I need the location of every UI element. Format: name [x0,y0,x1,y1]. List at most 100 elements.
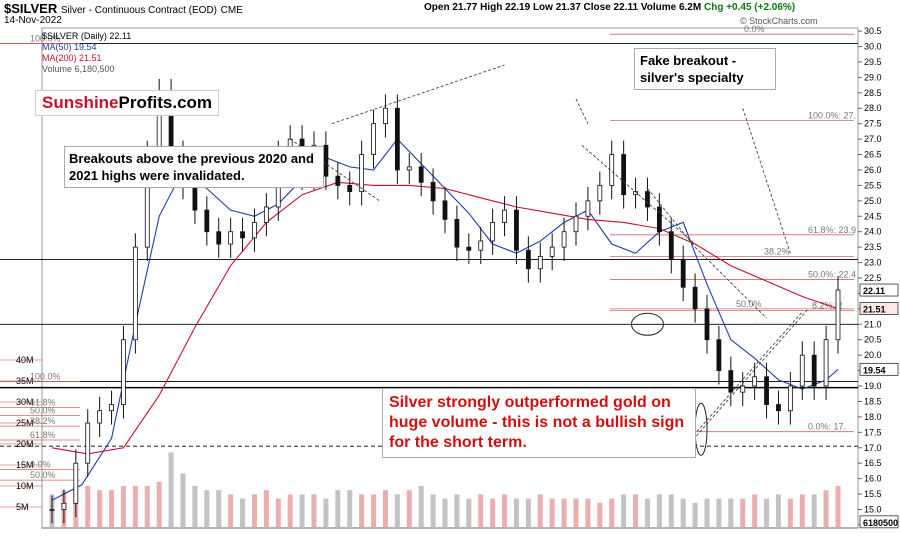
y-tick-label: 21.0 [864,319,882,329]
price-candle [740,385,746,393]
legend-ma50-text: MA(50) 19.54 [42,42,97,52]
trend-line [289,138,380,202]
trend-line [742,108,791,254]
trend-line [575,98,589,124]
fib-label: 100.0% [30,371,61,381]
y-tick-label: 25.5 [864,180,882,190]
price-candle [371,123,376,155]
price-candle [49,509,55,511]
fib-label: 61.8% [30,430,56,440]
y-tick-label: 28.0 [864,103,882,113]
value-badge-text: 19.54 [863,365,886,375]
value-badge: 21.51 [859,302,899,315]
price-candle [85,422,91,464]
close-value: Close 22.11 [583,2,639,13]
legend-volume: Volume 6,180,500 [42,64,115,74]
price-candle [537,255,543,270]
price-candle [668,231,674,260]
volume-tick-label: 30M [16,397,34,407]
price-candle [764,376,769,405]
price-candle [61,502,67,510]
legend-ma50: MA(50) 19.54 [42,42,97,52]
volume-tick-label: 40M [16,355,34,365]
price-candle [573,215,579,233]
fib-label: 0.0% [30,459,51,469]
volume-bar [275,498,281,528]
volume-bar [478,494,484,528]
volume-bar [359,494,365,528]
price-candle [359,154,365,192]
symbol-text: $SILVER [4,1,58,16]
y-tick-label: 20.0 [864,350,882,360]
price-candle [73,462,79,504]
volume-bar [287,494,293,528]
volume-bar [144,486,150,528]
price-candle [204,209,210,233]
y-tick-label: 17.5 [864,427,882,437]
fib-label: 61.8%: 23.9 [808,225,856,235]
y-tick-label: 26.5 [864,150,882,160]
y-tick-label: 30.0 [864,42,882,52]
fib-label: 50.0%: 22.4 [808,270,856,280]
price-candle [680,259,686,288]
price-candle [645,191,650,208]
volume-bar [347,490,353,528]
volume-bar [740,498,746,528]
volume-bar [132,486,138,528]
value-badge-box [859,283,899,297]
volume-bar [585,498,591,528]
volume-bar [525,498,531,528]
volume-bar [156,481,162,528]
volume-bar [823,490,829,528]
price-candle [514,209,519,251]
price-candle [228,231,234,245]
value-badge-box [859,362,899,376]
volume-bar [609,498,615,528]
low-value: Low 21.37 [532,2,581,13]
price-candle [216,231,222,245]
volume-bar [728,498,734,528]
fib-label: 61.8% [30,398,56,408]
volume-bar [406,490,412,528]
fib-label: 100.0% [30,33,61,43]
volume-bar [716,498,722,528]
price-candle [454,218,460,248]
y-tick-label: 17.0 [864,443,882,453]
value-badge-text: 22.11 [863,286,885,296]
high-value: High 22.19 [480,2,531,13]
price-candle [585,200,591,217]
volume-bar [633,494,639,528]
value-badge: 6180500 [859,515,899,529]
y-tick-label: 23.0 [864,258,882,268]
volume-bar [97,490,103,528]
price-candle [704,308,710,341]
price-candle [478,240,484,251]
value-badge-box [859,302,899,315]
price-candle [728,370,734,393]
volume-bar [752,494,758,528]
volume-bar [668,494,674,528]
volume-bar [85,486,91,528]
price-candle [752,376,758,387]
price-candle [132,246,138,341]
fib-label: 0.0% [744,24,765,34]
volume-tick-label: 5M [16,502,29,512]
volume-tick-label: 15M [16,460,34,470]
price-candle [525,249,531,270]
y-tick-label: 25.0 [864,196,882,206]
price-candle [776,404,781,412]
price-candle [823,339,829,387]
trend-line [682,308,809,452]
y-tick-label: 29.5 [864,57,882,67]
price-candle [561,231,567,248]
y-tick-label: 16.5 [864,458,882,468]
volume-bar [799,494,805,528]
y-tick-label: 16.0 [864,474,882,484]
price-candle [252,222,257,239]
y-tick-label: 26.0 [864,165,882,175]
legend-ma200-text: MA(200) 21.51 [42,53,102,63]
fib-label: 50.0% [30,470,56,480]
price-candle [835,289,841,341]
volume-bar [418,486,424,528]
volume-bar [704,498,710,528]
